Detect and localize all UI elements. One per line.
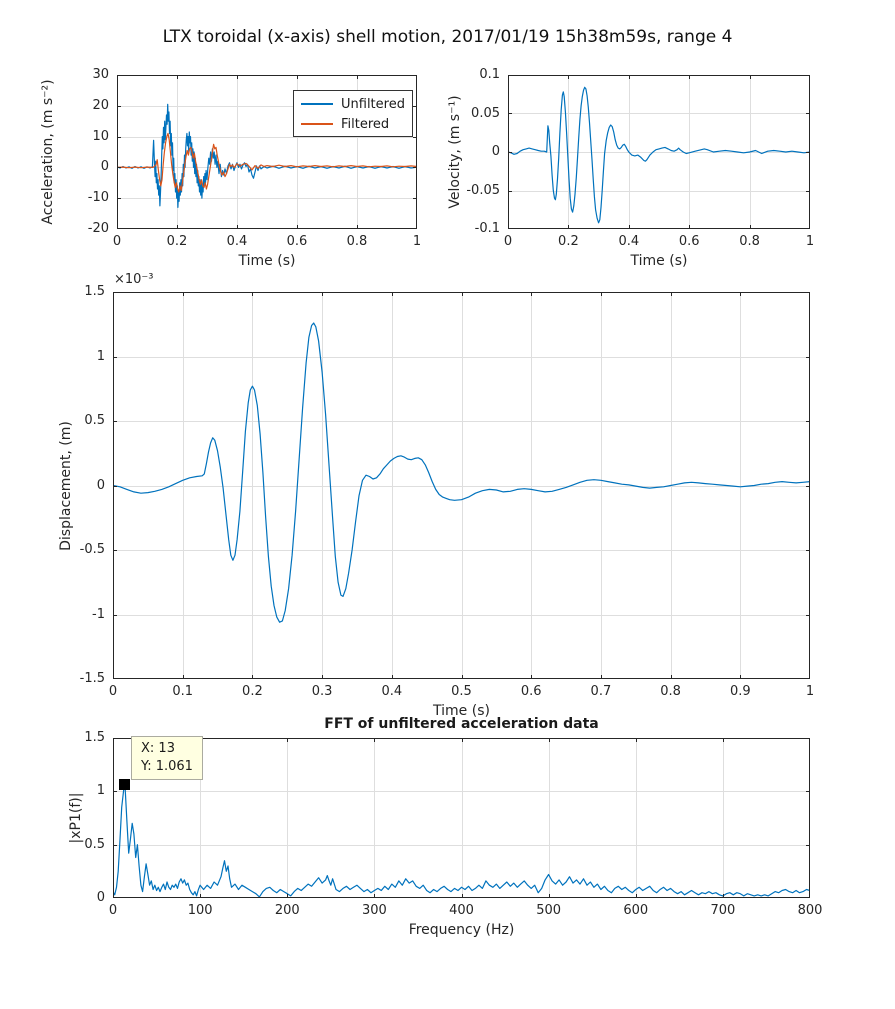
vel-ytick-label: -0.1 — [474, 221, 500, 236]
vel-plot-svg — [508, 75, 810, 229]
disp-ytick-label: 0 — [96, 477, 105, 493]
accel-series-filtered — [117, 132, 417, 193]
fft-series-fft-magnitude — [113, 784, 810, 898]
fft-ylabel: |xP1(f)| — [68, 792, 84, 844]
accel-ytick-label: -20 — [87, 221, 109, 236]
disp-xtick-label: 0.7 — [590, 684, 612, 699]
vel-ytick-label: 0.1 — [479, 67, 500, 82]
disp-plot-area[interactable] — [113, 292, 810, 679]
figure-title: LTX toroidal (x-axis) shell motion, 2017… — [162, 27, 733, 47]
legend-label: Unfiltered — [341, 96, 405, 112]
disp-y-exponent-label: ×10⁻³ — [114, 272, 154, 287]
fft-xtick-label: 0 — [108, 903, 118, 918]
fft-ytick-label: 0 — [96, 890, 105, 905]
datatip-y-value: Y: 1.061 — [141, 759, 193, 774]
vel-series-velocity — [508, 86, 810, 224]
accel-ytick-label: 20 — [92, 97, 109, 113]
accel-ylabel: Acceleration, (m s⁻²) — [40, 79, 56, 225]
vel-ytick-label: -0.05 — [466, 182, 500, 198]
fft-xtick-label: 600 — [623, 903, 649, 918]
fft-plot-svg — [113, 738, 810, 898]
disp-xlabel: Time (s) — [433, 703, 490, 719]
disp-xtick-label: 0.2 — [242, 684, 263, 699]
fft-xtick-label: 100 — [187, 903, 213, 918]
vel-xtick-label: 0.2 — [558, 234, 579, 249]
fft-ytick-label: 1 — [96, 783, 105, 799]
vel-ytick-label: 0.05 — [471, 105, 500, 121]
accel-xtick-label: 0 — [112, 234, 122, 249]
accel-ytick-label: 30 — [92, 67, 109, 82]
vel-xtick-label: 1 — [805, 234, 815, 249]
accel-ytick-label: -10 — [87, 190, 109, 206]
datatip-x-value: X: 13 — [141, 741, 175, 756]
disp-ytick-label: 1 — [96, 348, 105, 364]
disp-xtick-label: 0.5 — [451, 684, 472, 699]
legend-line-sample — [301, 123, 333, 125]
accel-ytick-label: 10 — [92, 128, 109, 144]
disp-plot-svg — [113, 292, 810, 679]
fft-ytick-label: 1.5 — [84, 730, 105, 745]
disp-ytick-label: -1 — [92, 606, 105, 622]
fft-xtick-label: 800 — [797, 903, 823, 918]
fft-ytick-label: 0.5 — [84, 836, 105, 852]
accel-xtick-label: 0.6 — [286, 234, 308, 249]
disp-ytick-label: 0.5 — [84, 413, 105, 428]
disp-xtick-label: 1 — [805, 684, 815, 699]
disp-xtick-label: 0.3 — [311, 684, 333, 699]
accel-plot-area[interactable] — [117, 75, 417, 229]
disp-series-displacement — [113, 322, 810, 623]
datatip-marker[interactable] — [119, 779, 130, 790]
vel-ytick-label: 0 — [491, 144, 500, 159]
accel-xlabel: Time (s) — [238, 253, 296, 269]
vel-xtick-label: 0 — [503, 234, 513, 249]
accel-xtick-label: 1 — [412, 234, 422, 249]
accel-plot-svg — [117, 75, 417, 229]
disp-ytick-label: 1.5 — [84, 284, 105, 299]
disp-xtick-label: 0.9 — [729, 684, 751, 699]
legend-entry-unfiltered[interactable]: Unfiltered — [301, 94, 408, 114]
legend[interactable]: Unfiltered Filtered — [293, 90, 413, 137]
datatip[interactable]: X: 13 Y: 1.061 — [131, 736, 203, 780]
fft-plot-title: FFT of unfiltered acceleration data — [324, 716, 599, 732]
fft-xtick-label: 400 — [449, 903, 474, 918]
vel-xtick-label: 0.6 — [678, 234, 700, 249]
accel-xtick-label: 0.8 — [346, 234, 368, 249]
accel-xtick-label: 0.2 — [166, 234, 188, 249]
fft-xtick-label: 300 — [361, 903, 387, 918]
fft-xlabel: Frequency (Hz) — [408, 922, 515, 938]
fft-plot-area[interactable] — [113, 738, 810, 898]
legend-label: Filtered — [341, 116, 390, 132]
disp-ylabel: Displacement, (m) — [58, 420, 74, 551]
disp-xtick-label: 0.4 — [381, 684, 403, 699]
disp-xtick-label: 0.8 — [660, 684, 681, 699]
disp-xtick-label: 0.6 — [520, 684, 542, 699]
legend-entry-filtered[interactable]: Filtered — [301, 114, 408, 134]
disp-ytick-label: -1.5 — [79, 671, 105, 686]
vel-plot-area[interactable] — [508, 75, 810, 229]
disp-xtick-label: 0 — [108, 684, 118, 699]
vel-xtick-label: 0.8 — [739, 234, 760, 249]
fft-xtick-label: 200 — [274, 903, 300, 918]
vel-ylabel: Velocity, (m s⁻¹) — [447, 95, 463, 209]
accel-ytick-label: 0 — [100, 159, 109, 175]
legend-line-sample — [301, 103, 333, 105]
vel-xtick-label: 0.4 — [618, 234, 640, 249]
vel-xlabel: Time (s) — [630, 253, 688, 269]
fft-xtick-label: 700 — [710, 903, 736, 918]
accel-xtick-label: 0.4 — [226, 234, 248, 249]
fft-xtick-label: 500 — [536, 903, 562, 918]
disp-xtick-label: 0.1 — [172, 684, 194, 699]
disp-ytick-label: -0.5 — [79, 542, 105, 557]
